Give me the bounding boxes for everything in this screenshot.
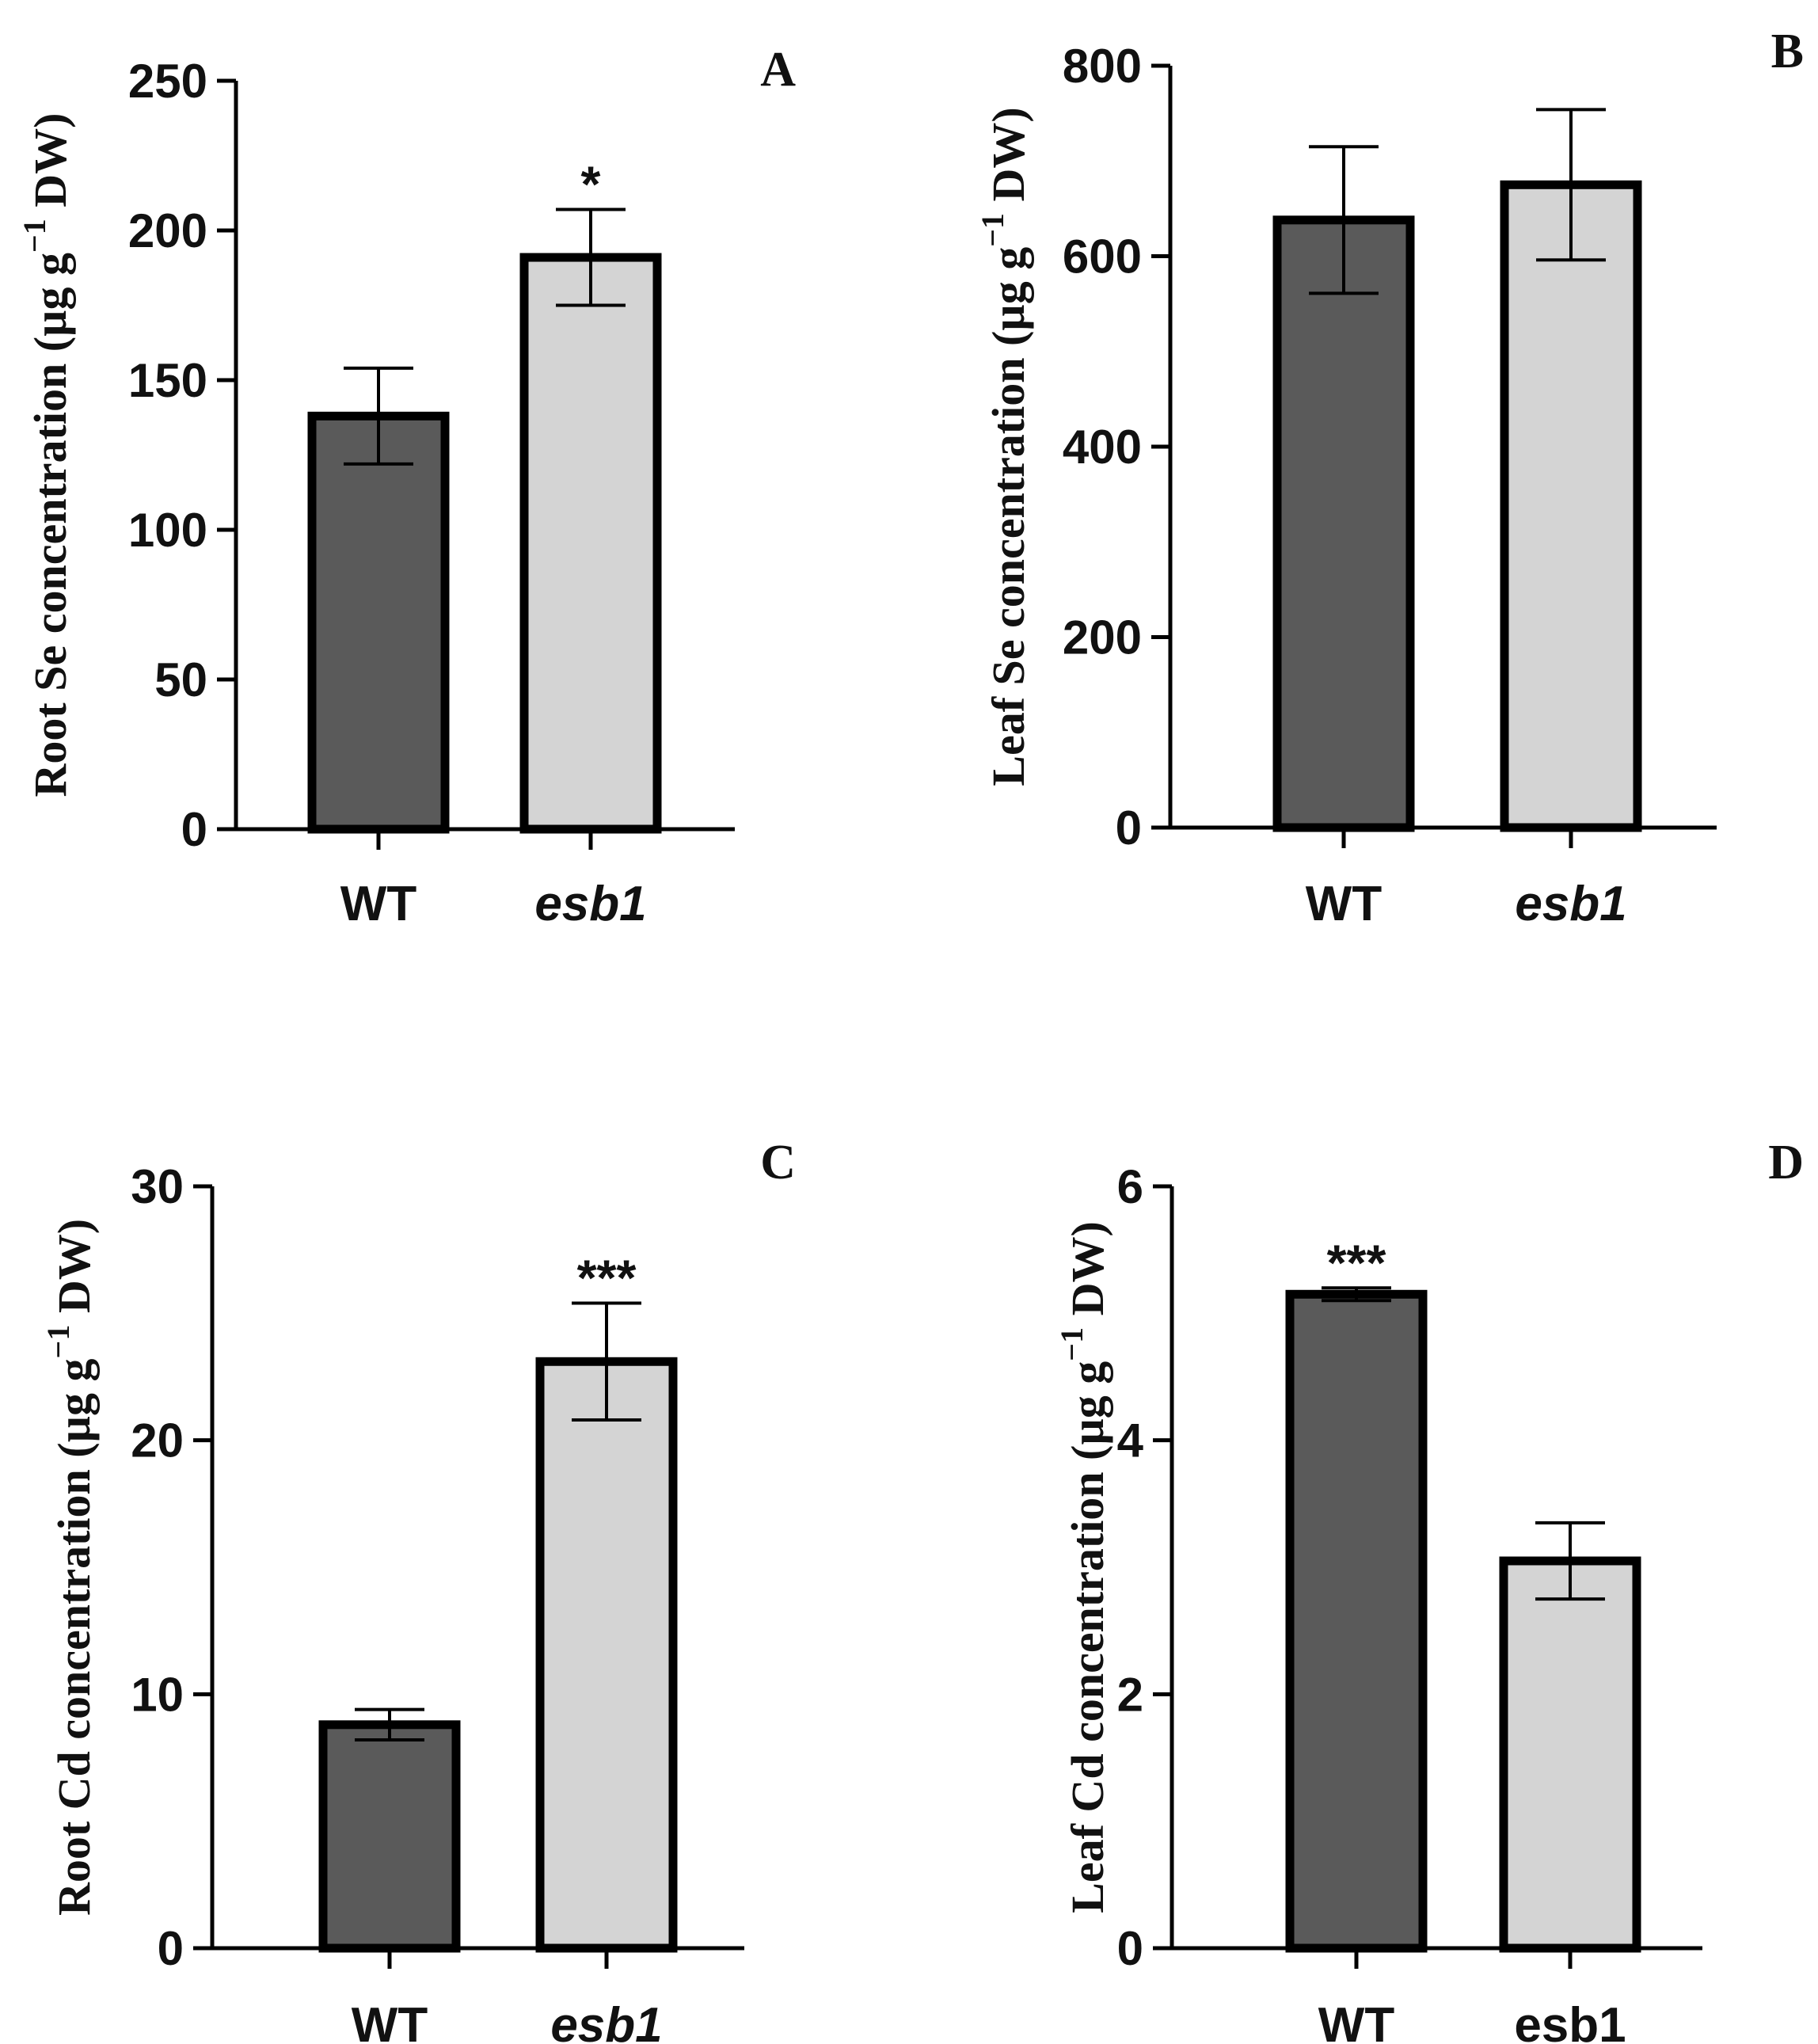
bar-wt xyxy=(318,1720,461,1953)
bar-wt xyxy=(307,411,450,834)
y-tick-label: 150 xyxy=(128,354,207,407)
y-tick-label: 2 xyxy=(1117,1668,1143,1721)
y-tick-label: 800 xyxy=(1063,40,1142,93)
bar-wt xyxy=(1285,1289,1428,1953)
category-label: WT xyxy=(352,1998,428,2044)
panel-letter: B xyxy=(1771,25,1804,78)
y-tick-label: 0 xyxy=(158,1922,184,1975)
chart-panel-c: WT *** esb1 0 10 20 30 Root Cd concentration (µ… xyxy=(40,1136,796,2044)
bar-esb1 xyxy=(535,1357,678,1953)
chart-panel-b: WT esb1 0 200 400 600 800 Leaf Se concentration… xyxy=(975,25,1804,931)
bar-esb1 xyxy=(1499,1556,1641,1953)
y-tick-label: 10 xyxy=(131,1668,184,1721)
y-tick-label: 600 xyxy=(1063,230,1142,284)
y-tick-label: 0 xyxy=(1117,1922,1143,1975)
category-label: esb1 xyxy=(1514,1998,1626,2044)
panel-letter: D xyxy=(1768,1136,1804,1189)
category-label: WT xyxy=(1306,877,1383,931)
category-label: esb1 xyxy=(1515,877,1626,931)
y-tick-label: 250 xyxy=(128,55,207,108)
category-label: WT xyxy=(340,877,417,931)
category-label: WT xyxy=(1318,1998,1395,2044)
y-tick-label: 0 xyxy=(1116,801,1142,855)
bar-esb1 xyxy=(519,253,662,834)
significance-marker: *** xyxy=(577,1250,637,1307)
significance-marker: *** xyxy=(1327,1234,1386,1291)
category-label: esb1 xyxy=(550,1998,662,2044)
category-label: esb1 xyxy=(534,877,646,931)
panel-letter: A xyxy=(760,43,796,97)
y-axis-title: Leaf Cd concentration (µg g−1 DW) xyxy=(1054,1221,1113,1913)
y-tick-label: 4 xyxy=(1117,1414,1144,1467)
y-tick-label: 0 xyxy=(181,803,207,856)
y-tick-label: 6 xyxy=(1117,1160,1143,1213)
y-tick-label: 400 xyxy=(1063,421,1142,474)
y-tick-label: 30 xyxy=(131,1160,184,1213)
bar-esb1 xyxy=(1500,180,1642,832)
y-axis-title: Root Cd concentration (µg g−1 DW) xyxy=(40,1219,100,1916)
y-tick-label: 20 xyxy=(131,1414,184,1467)
y-tick-label: 200 xyxy=(128,204,207,257)
chart-panel-a: WT * esb1 0 50 100 150 200 250 Root Se concentrat… xyxy=(17,43,796,931)
y-tick-label: 50 xyxy=(154,653,207,706)
bar-wt xyxy=(1272,215,1415,832)
y-axis-title: Leaf Se concentration (µg g−1 DW) xyxy=(975,107,1034,786)
y-tick-label: 100 xyxy=(128,504,207,557)
y-tick-label: 200 xyxy=(1063,611,1142,664)
significance-marker: * xyxy=(581,156,601,213)
y-axis-title: Root Se concentration (µg g−1 DW) xyxy=(17,113,76,797)
panel-letter: C xyxy=(760,1136,796,1189)
